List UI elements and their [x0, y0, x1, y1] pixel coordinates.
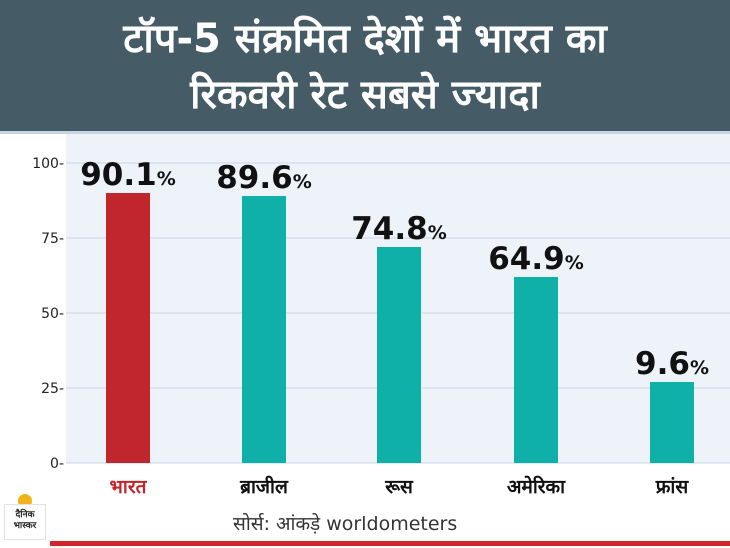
bar [650, 382, 694, 463]
x-category-label: ब्राजील [239, 475, 289, 494]
bar [514, 277, 558, 463]
value-label: 9.6% [635, 346, 709, 382]
header-divider [0, 131, 730, 134]
x-category-label: रूस [384, 476, 414, 494]
y-tick-label: 75- [41, 231, 64, 247]
value-label: 64.9% [488, 241, 584, 277]
value-label: 89.6% [216, 160, 312, 196]
logo-box [4, 504, 46, 540]
x-category-label: फ्रांस [655, 476, 690, 494]
source-note: सोर्स: आंकड़े worldometers [233, 513, 458, 535]
footer-accent-bar [50, 541, 730, 546]
chart-title-line-1: टॉप-5 संक्रमित देशों में भारत का [123, 16, 607, 62]
y-tick-label: 25- [41, 381, 64, 397]
y-tick-label: 0- [50, 456, 64, 472]
logo-text-line-2: भास्कर [13, 521, 37, 531]
bar [106, 193, 150, 463]
value-label: 74.8% [351, 211, 447, 247]
chart-header: टॉप-5 संक्रमित देशों में भारत का रिकवरी … [0, 0, 730, 131]
x-category-label: भारत [110, 476, 148, 494]
x-category-label: अमेरिका [507, 475, 566, 494]
value-label: 90.1% [80, 157, 176, 193]
bar [242, 196, 286, 463]
chart-title-line-2: रिकवरी रेट सबसे ज्यादा [190, 72, 540, 118]
bar-chart: 100- 75- 50- 25- 0- 90.1% 89.6% 74.8% 64.9% 9.6%… [32, 134, 730, 494]
bar [377, 247, 421, 463]
brand-logo: दैनिक भास्कर [4, 494, 46, 542]
y-tick-label: 50- [41, 306, 64, 322]
logo-text-line-1: दैनिक [15, 510, 35, 520]
y-tick-label: 100- [32, 156, 64, 172]
